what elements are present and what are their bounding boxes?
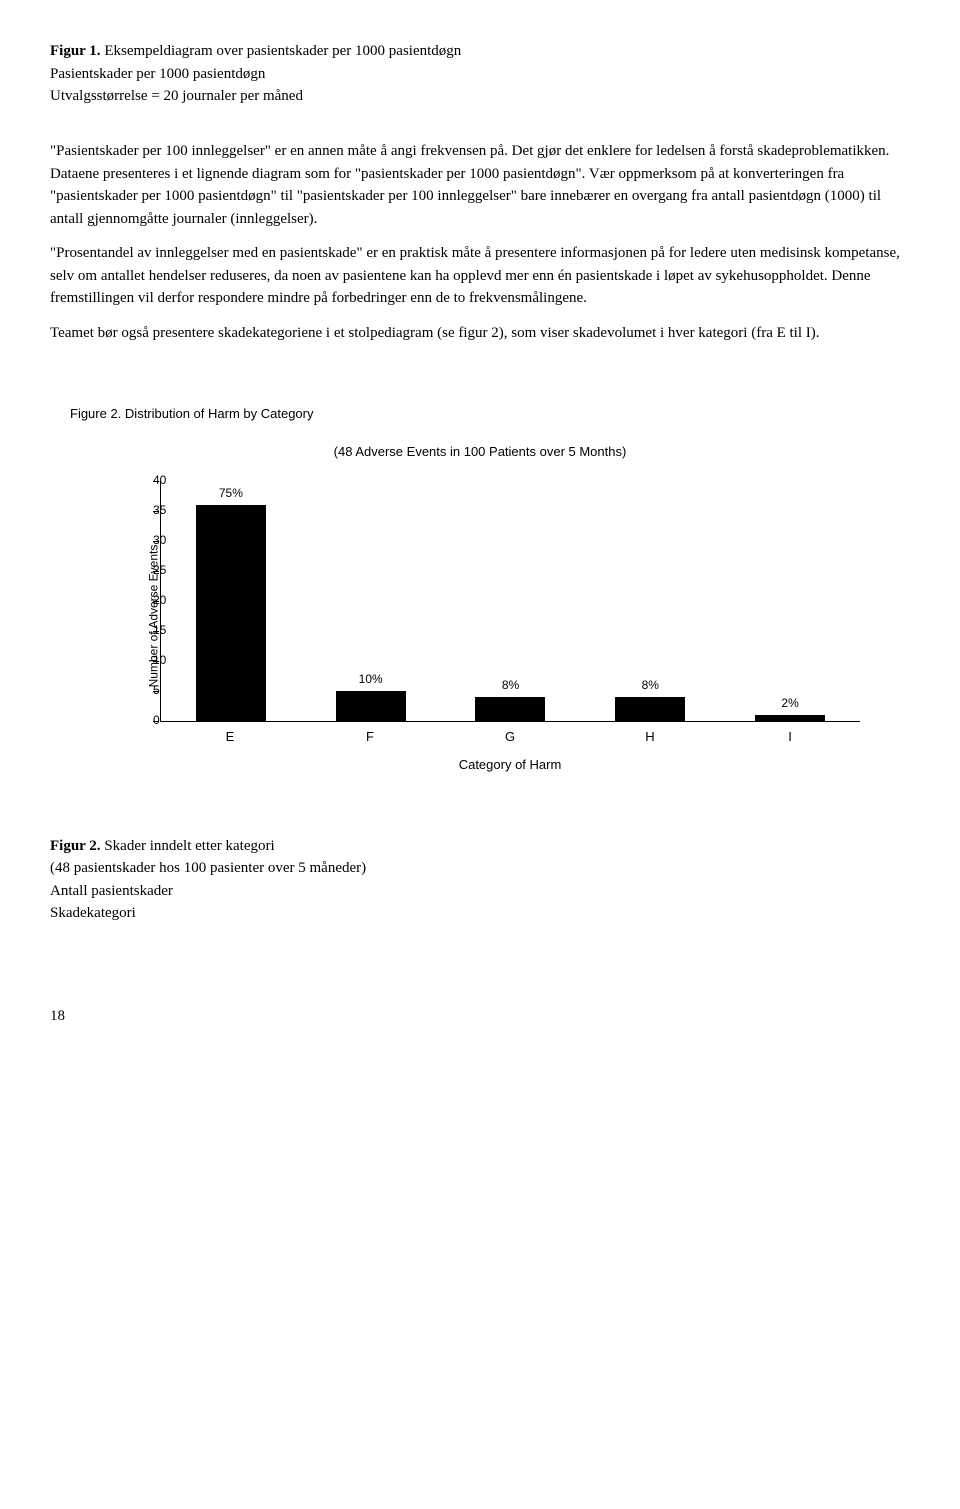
chart-bar [615,697,685,721]
chart-bar [196,505,266,721]
figure2-chart: Figure 2. Distribution of Harm by Catego… [70,404,890,775]
chart-subtitle: (48 Adverse Events in 100 Patients over … [70,442,890,462]
chart-bar-column: 10% [326,670,416,721]
chart-bar-percent-label: 75% [219,484,243,502]
figure1-label: Figur 1. [50,43,101,59]
figure2-label: Figur 2. [50,838,101,854]
figure1-line3: Utvalgsstørrelse = 20 journaler per måne… [50,88,303,104]
figure2-line3: Antall pasientskader [50,883,173,899]
chart-xticks: E F G H I [160,727,860,747]
chart-xtick-label: H [605,727,695,747]
chart-bars: 75% 10% 8% 8% 2% [161,481,860,721]
chart-bar-percent-label: 2% [781,694,798,712]
chart-bar-percent-label: 8% [642,676,659,694]
figure2-caption: Figur 2. Skader inndelt etter kategori (… [50,835,910,925]
page-number: 18 [50,1005,910,1028]
chart-bar-column: 8% [605,676,695,721]
chart-xtick-label: G [465,727,555,747]
chart-bar-percent-label: 8% [502,676,519,694]
figure2-line2: (48 pasientskader hos 100 pasienter over… [50,860,366,876]
chart-plot: 75%10%8%8%2% 0510152025303540 [160,481,860,722]
chart-bar [475,697,545,721]
paragraph-2: "Prosentandel av innleggelser med en pas… [50,242,910,310]
figure2-line4: Skadekategori [50,905,136,921]
chart-bar-percent-label: 10% [359,670,383,688]
figure1-line2: Pasientskader per 1000 pasientdøgn [50,66,265,82]
paragraph-1: "Pasientskader per 100 innleggelser" er … [50,140,910,230]
chart-bar [755,715,825,721]
chart-bar [336,691,406,721]
chart-xtick-label: F [325,727,415,747]
chart-bar-column: 8% [465,676,555,721]
figure1-title: Eksempeldiagram over pasientskader per 1… [101,43,462,59]
figure2-title: Skader inndelt etter kategori [101,838,275,854]
figure1-caption: Figur 1. Eksempeldiagram over pasientska… [50,40,910,108]
paragraph-3: Teamet bør også presentere skadekategori… [50,322,910,345]
chart-xlabel: Category of Harm [130,755,890,775]
chart-xtick-label: I [745,727,835,747]
chart-bar-column: 2% [745,694,835,721]
chart-xtick-label: E [185,727,275,747]
chart-bar-column: 75% [186,484,276,721]
chart-title: Figure 2. Distribution of Harm by Catego… [70,404,890,424]
